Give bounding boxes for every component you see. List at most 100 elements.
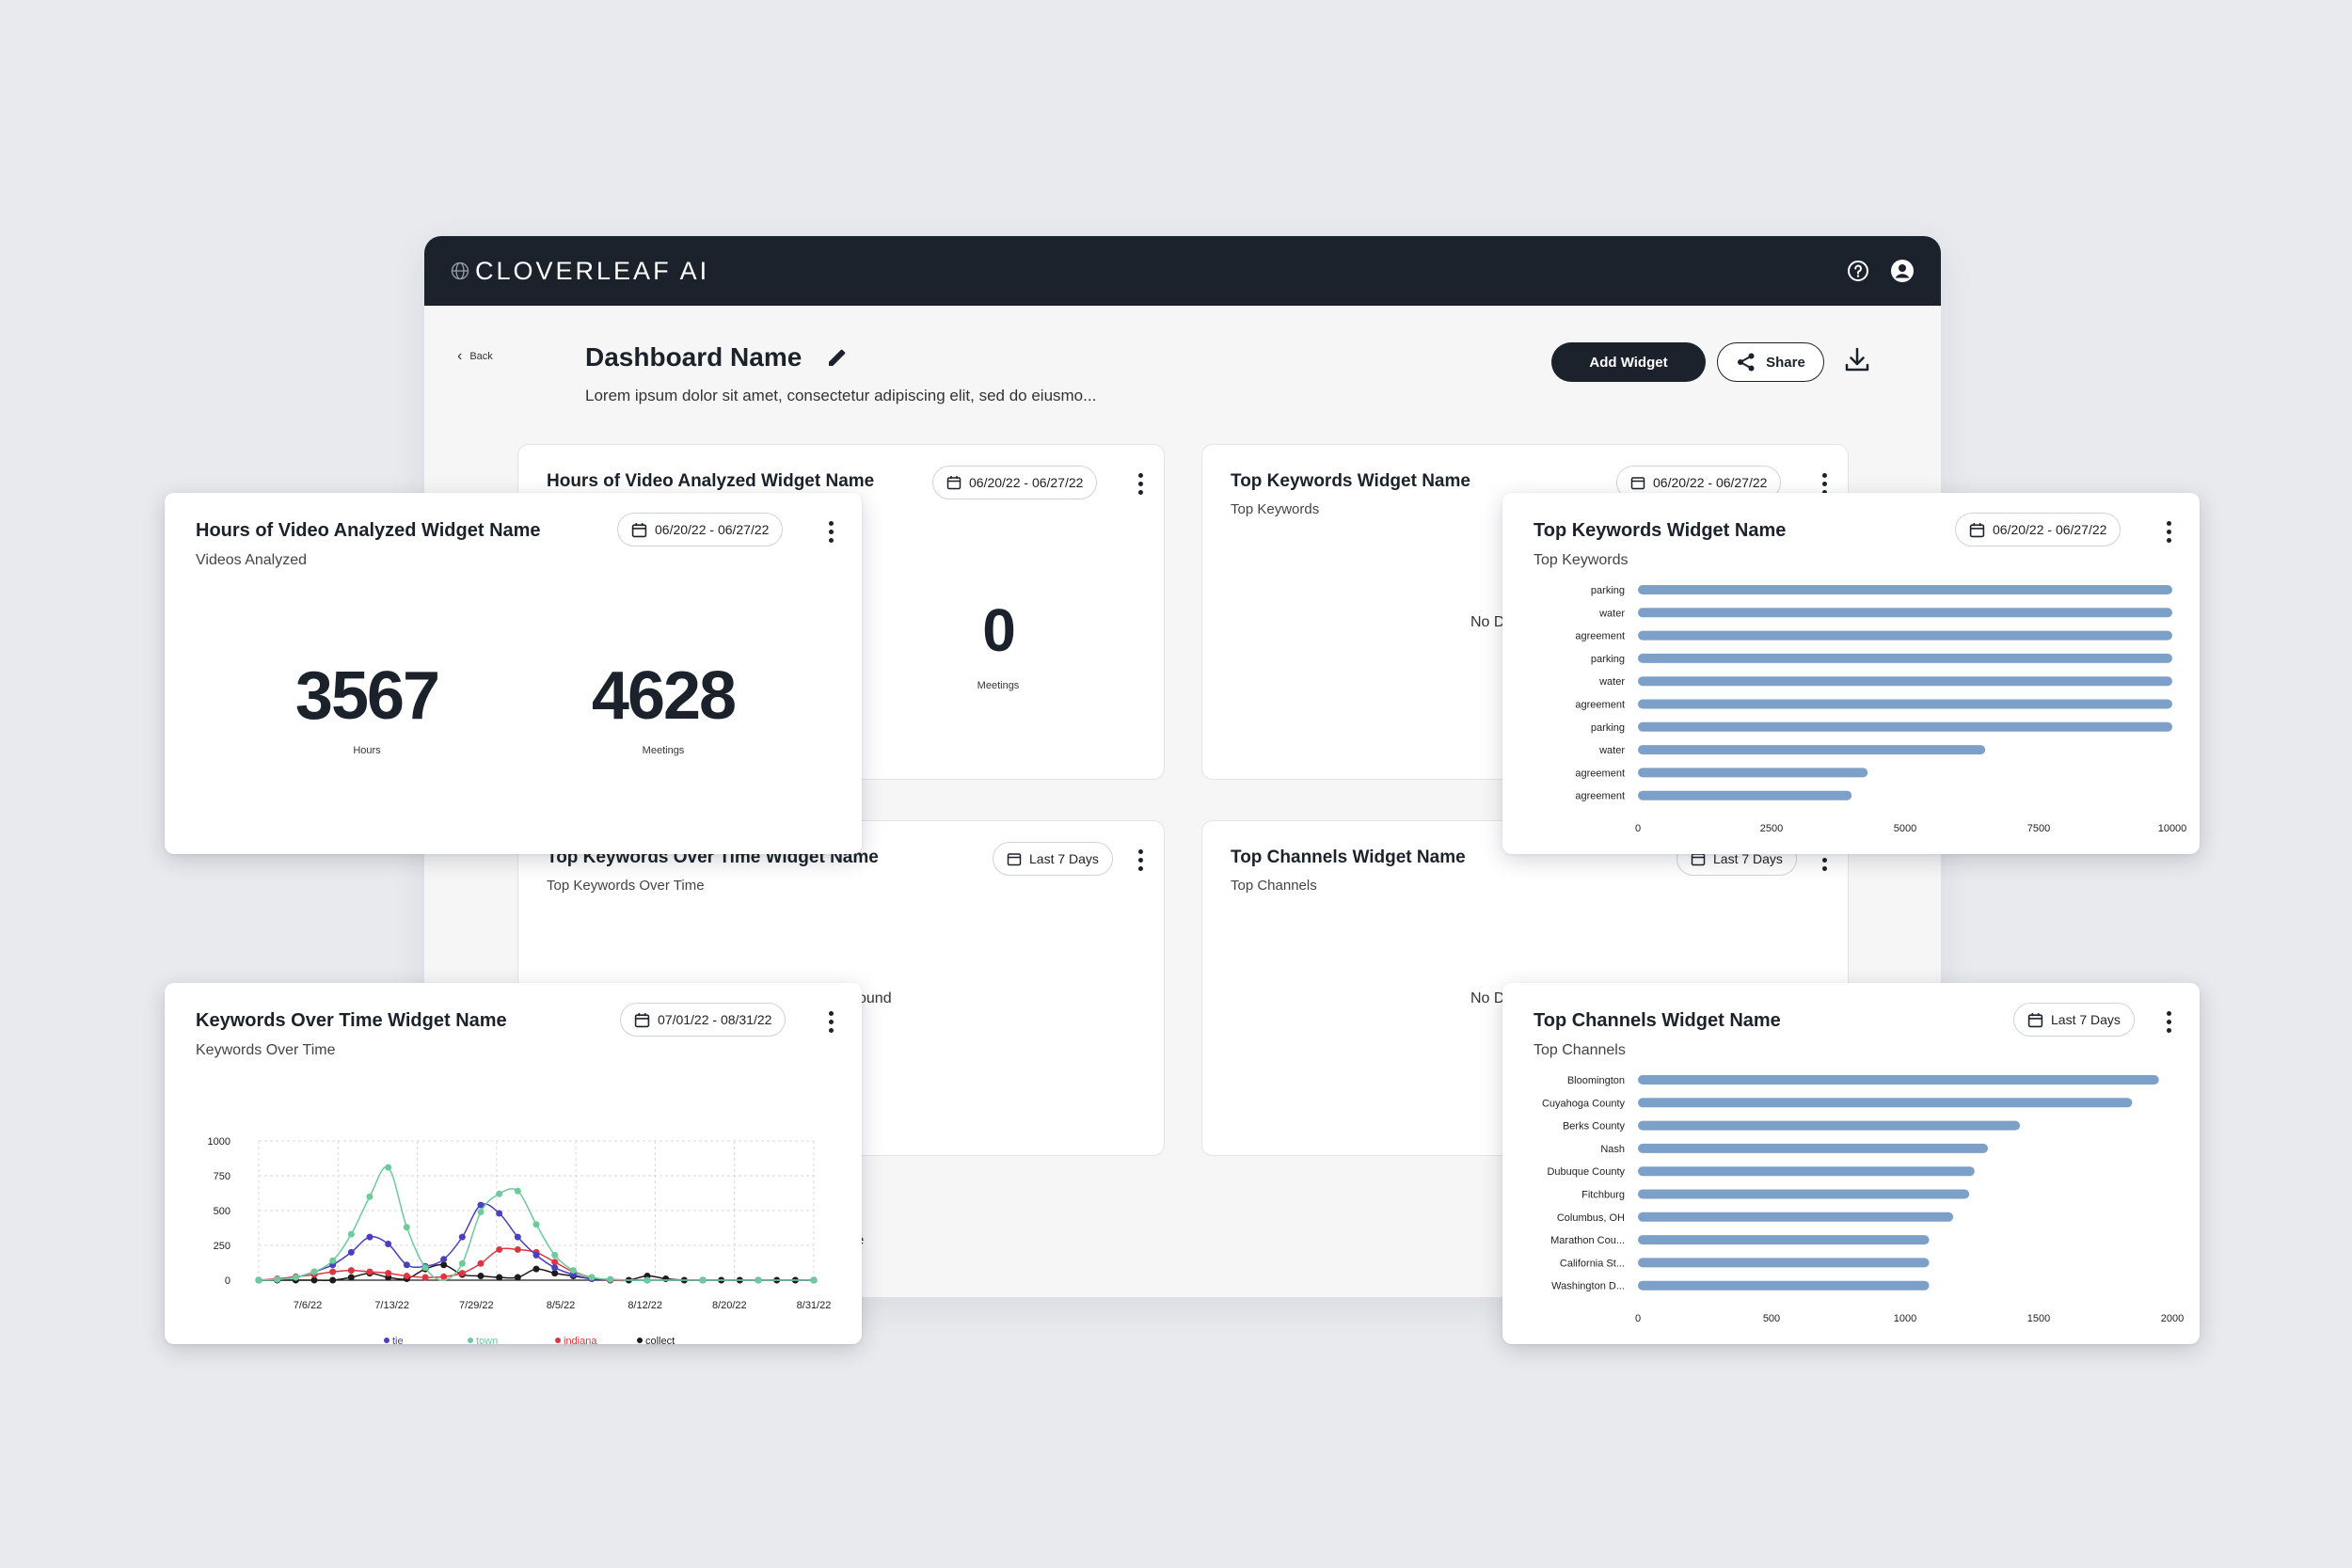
date-range-chip[interactable]: Last 7 Days [2013,1003,2135,1037]
series-point-collect [347,1274,355,1281]
edit-pencil-icon[interactable] [826,346,849,369]
date-range-text: 06/20/22 - 06/27/22 [969,475,1084,490]
calendar-icon [631,522,647,537]
keyword-category-label: parking [1591,654,1625,665]
widget-title: Top Channels Widget Name [1534,1010,1781,1031]
more-options-icon[interactable] [1821,473,1827,495]
date-range-chip[interactable]: 06/20/22 - 06/27/22 [617,513,784,546]
date-range-chip[interactable]: 07/01/22 - 08/31/22 [620,1003,787,1037]
back-label: Back [469,351,493,362]
series-point-indiana [551,1259,559,1266]
widget-subtitle: Top Keywords Over Time [547,878,705,894]
calendar-icon [2027,1012,2043,1027]
channel-bar [1638,1189,1970,1199]
keyword-bar [1638,768,1868,778]
hours-metric-value: 3567 [294,658,440,734]
top-channels-bar-chart: Bloomington Cuyahoga County Berks County Na… [1542,1075,2184,1324]
channel-tick-label: 1500 [2027,1313,2050,1324]
series-point-indiana [403,1273,410,1280]
series-point-town [699,1276,707,1284]
calendar-icon [634,1012,650,1027]
logo-text: CLOVERLEAF AI [475,256,710,285]
channel-bar [1638,1235,1930,1245]
series-point-town [532,1221,540,1228]
series-point-collect [329,1276,337,1284]
keyword-category-label: agreement [1575,631,1625,642]
legend-label-collect: collect [645,1336,675,1344]
share-button[interactable]: Share [1717,342,1824,382]
y-tick-label: 0 [225,1275,230,1287]
download-icon[interactable] [1843,346,1871,374]
widget-subtitle: Top Keywords [1231,501,1320,517]
date-range-text: 06/20/22 - 06/27/22 [1653,475,1768,490]
widget-title: Top Keywords Widget Name [1231,471,1470,491]
series-point-town [274,1275,281,1283]
account-icon[interactable] [1890,259,1915,283]
widget-title: Keywords Over Time Widget Name [196,1010,507,1031]
series-point-collect [532,1265,540,1273]
channel-category-label: Columbus, OH [1557,1212,1625,1224]
series-point-tie [458,1233,466,1241]
keyword-tick-label: 7500 [2027,823,2050,834]
channel-bar [1638,1098,2133,1108]
series-point-town [588,1274,596,1281]
calendar-icon [1691,853,1706,866]
keyword-category-label: parking [1591,722,1625,734]
keyword-bar [1638,699,2172,709]
no-data-text: No D [1470,990,1505,1006]
dashboard-title: Dashboard Name [585,342,849,372]
keyword-bar [1638,630,2172,641]
series-point-town [403,1224,410,1231]
series-point-tie [496,1210,503,1217]
more-options-icon[interactable] [828,521,834,543]
series-point-tie [403,1261,410,1269]
y-tick-label: 1000 [208,1136,230,1148]
share-icon [1738,353,1755,372]
channel-tick-label: 500 [1763,1313,1780,1324]
channel-bar [1638,1120,2021,1131]
series-point-town [607,1275,614,1283]
series-point-tie [347,1248,355,1256]
date-range-chip[interactable]: Last 7 Days [993,842,1113,876]
series-point-town [644,1276,651,1284]
series-point-town [755,1276,762,1284]
meetings-metric-label: Meetings [642,745,685,756]
channel-bar [1638,1166,1975,1177]
more-options-icon[interactable] [2166,1011,2171,1033]
keyword-tick-label: 10000 [2158,823,2187,834]
more-options-icon[interactable] [1137,473,1143,495]
add-widget-button[interactable]: Add Widget [1551,342,1706,382]
keywords-over-time-widget-card: Keywords Over Time Widget Name Keywords … [165,983,862,1344]
channel-bar [1638,1143,1989,1153]
channel-category-label: Washington D... [1551,1281,1625,1292]
keyword-bar [1638,676,2172,687]
series-point-town [569,1267,577,1275]
more-options-icon[interactable] [2166,521,2171,543]
series-point-town [347,1230,355,1238]
series-point-town [385,1164,392,1171]
legend-label-indiana: indiana [564,1336,597,1344]
series-point-town [458,1259,466,1267]
meetings-metric-value: 4628 [591,658,737,734]
dashboard-title-text: Dashboard Name [585,342,803,372]
more-options-icon[interactable] [828,1011,834,1033]
date-range-text: Last 7 Days [2051,1012,2121,1027]
series-point-town [421,1264,429,1272]
back-link[interactable]: Back [457,351,493,362]
channel-category-label: Nash [1600,1144,1625,1155]
series-point-town [292,1274,299,1281]
widget-title: Top Channels Widget Name [1231,847,1466,867]
date-range-chip[interactable]: 06/20/22 - 06/27/22 [1955,513,2122,546]
widget-subtitle: Keywords Over Time [196,1042,336,1058]
y-tick-label: 250 [214,1241,230,1252]
logo[interactable]: CLOVERLEAF AI [451,257,709,286]
dashboard-description: Lorem ipsum dolor sit amet, consectetur … [585,387,1097,404]
keywords-over-time-line-chart: 0 250 500 750 1000 7/6/22 7/13/22 7/29/22 8/5/22… [208,1136,832,1344]
series-point-town [477,1208,485,1215]
series-point-indiana [421,1274,429,1281]
calendar-icon [1969,522,1985,537]
more-options-icon[interactable] [1137,849,1143,871]
date-range-text: Last 7 Days [1029,851,1099,866]
help-icon[interactable] [1847,260,1869,282]
date-range-chip[interactable]: 06/20/22 - 06/27/22 [932,466,1098,499]
